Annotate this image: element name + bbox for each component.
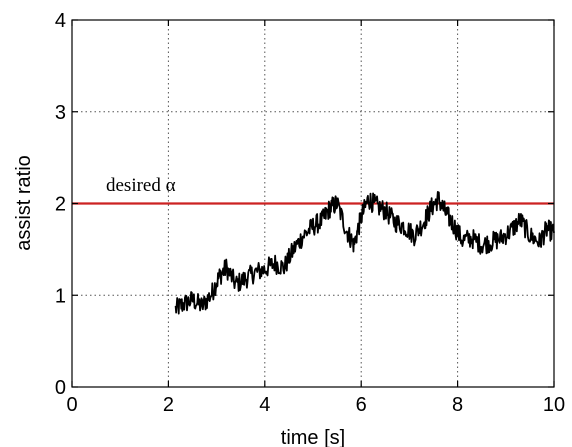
y-tick-label: 2 bbox=[55, 194, 66, 216]
x-tick-label: 6 bbox=[356, 394, 367, 416]
ticks bbox=[71, 19, 555, 388]
y-axis-title: assist ratio bbox=[13, 155, 35, 251]
series-group bbox=[174, 191, 555, 315]
tick-labels: 0 2 4 6 8 10 0 1 2 3 4 bbox=[55, 10, 565, 416]
reference-line-label: desired α bbox=[106, 175, 176, 196]
x-tick-label: 4 bbox=[259, 394, 270, 416]
x-axis-title: time [s] bbox=[281, 427, 345, 447]
y-tick-label: 3 bbox=[55, 102, 66, 124]
x-tick-label: 8 bbox=[452, 394, 463, 416]
x-tick-label: 0 bbox=[66, 394, 77, 416]
y-tick-label: 4 bbox=[55, 10, 66, 32]
x-tick-label: 2 bbox=[163, 394, 174, 416]
assist-ratio-series-line bbox=[174, 191, 555, 315]
x-tick-label: 10 bbox=[543, 394, 565, 416]
y-tick-label: 1 bbox=[55, 285, 66, 307]
y-tick-label: 0 bbox=[55, 377, 66, 399]
